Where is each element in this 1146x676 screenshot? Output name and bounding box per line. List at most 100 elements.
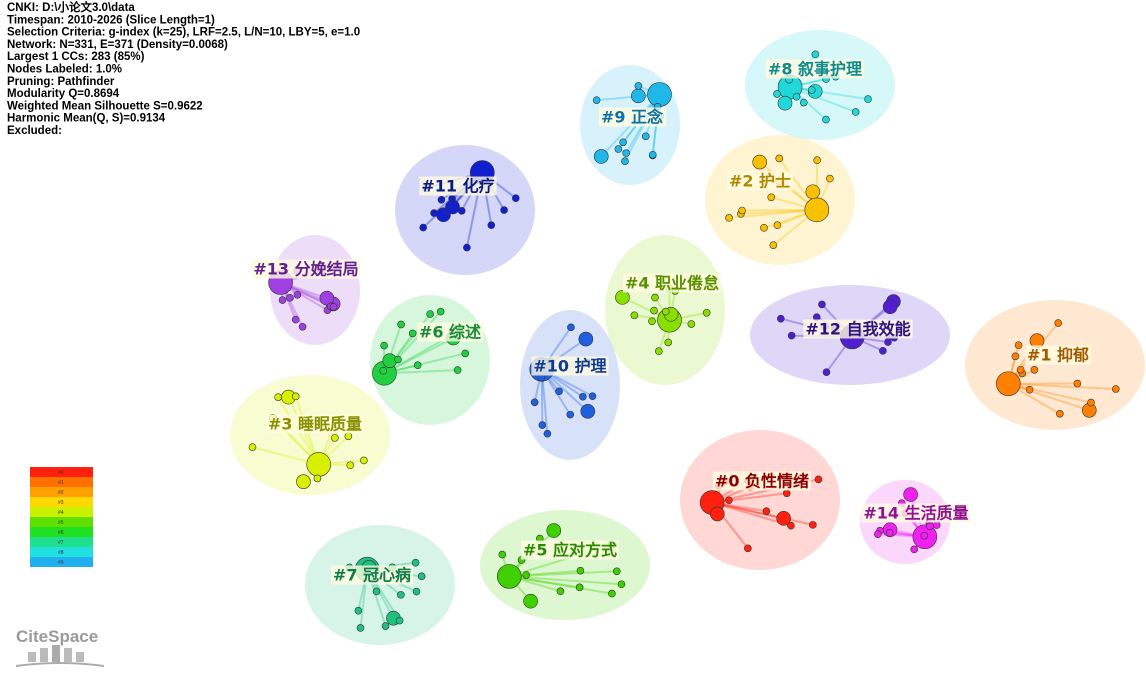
node <box>647 82 672 107</box>
cluster-area <box>230 375 390 495</box>
node <box>543 429 552 438</box>
node <box>926 522 934 531</box>
legend-swatch <box>30 507 93 517</box>
logo-bar <box>40 648 48 662</box>
node <box>306 452 332 477</box>
node <box>885 528 894 537</box>
node <box>1087 398 1095 407</box>
node <box>762 507 771 516</box>
legend-swatch <box>30 547 93 557</box>
label-bg <box>861 503 971 523</box>
node <box>769 241 778 249</box>
node <box>650 306 658 315</box>
info-line: Selection Criteria: g-index (k=25), LRF=… <box>7 27 360 39</box>
cluster-label: #14 生活质量 <box>863 504 968 523</box>
logo-bar <box>64 648 72 662</box>
node <box>530 398 539 407</box>
node <box>725 214 733 222</box>
node <box>248 443 257 451</box>
node <box>457 207 466 215</box>
link <box>383 337 454 375</box>
node <box>822 115 830 124</box>
node <box>579 392 587 401</box>
info-line: Harmonic Mean(Q, S)=0.9134 <box>7 113 166 125</box>
node <box>614 145 623 153</box>
label-bg <box>531 356 609 376</box>
node <box>630 311 639 320</box>
label-bg <box>726 171 794 191</box>
node <box>744 544 752 553</box>
info-line: Modularity Q=0.8694 <box>7 88 120 100</box>
node <box>354 606 363 615</box>
node <box>412 587 421 596</box>
logo-bar <box>76 652 84 662</box>
node <box>344 432 353 441</box>
logo: CiteSpace <box>15 627 105 667</box>
node <box>278 296 287 304</box>
cluster-label: #3 睡眠质量 <box>268 415 362 434</box>
cluster-label: #12 自我效能 <box>805 320 910 339</box>
label-bg <box>265 414 365 434</box>
legend-swatch <box>30 477 93 487</box>
link <box>624 94 661 162</box>
node <box>286 294 294 302</box>
node <box>725 496 733 505</box>
cluster-label: #9 正念 <box>601 108 664 127</box>
label-bg <box>765 59 865 79</box>
node <box>578 331 594 347</box>
label-bg <box>520 540 620 560</box>
cluster-label: #6 综述 <box>419 323 481 342</box>
node <box>809 521 817 529</box>
cluster-label: #1 抑郁 <box>1027 346 1089 365</box>
legend-swatch <box>30 497 93 507</box>
node <box>1016 365 1025 374</box>
cluster-label: #11 化疗 <box>421 177 494 196</box>
node <box>822 368 831 376</box>
node <box>773 221 782 230</box>
node <box>463 243 471 252</box>
logo-bar <box>52 645 60 662</box>
info-line: Nodes Labeled: 1.0% <box>7 64 122 76</box>
node <box>882 299 898 315</box>
node <box>814 475 823 484</box>
cluster-label: #0 负性情绪 <box>715 472 809 491</box>
legend: #0 #1 #2 #3 #4 #5 #6 #7 #8 #9 <box>30 467 93 567</box>
node <box>546 523 562 538</box>
node <box>567 323 575 332</box>
node <box>380 341 388 350</box>
node <box>556 587 565 596</box>
node <box>453 366 462 374</box>
node <box>274 393 282 401</box>
node <box>448 195 456 203</box>
legend-label: #0 <box>58 470 64 476</box>
link <box>1008 382 1116 391</box>
cluster-area <box>745 30 895 140</box>
node <box>426 310 434 318</box>
node <box>411 558 420 567</box>
node <box>538 421 547 429</box>
node <box>648 150 657 159</box>
node <box>811 50 820 59</box>
node <box>767 193 776 202</box>
node <box>313 474 322 483</box>
node <box>1025 385 1034 394</box>
legend-label: #2 <box>58 490 64 496</box>
node <box>1054 319 1063 327</box>
node <box>874 530 882 538</box>
node <box>496 564 522 589</box>
legend-swatch <box>30 467 93 477</box>
cluster-area <box>305 525 455 645</box>
node <box>523 593 538 609</box>
label-bg <box>251 259 361 279</box>
node <box>782 489 791 498</box>
node <box>293 291 302 299</box>
node <box>346 461 355 470</box>
legend-swatch <box>30 557 93 567</box>
link <box>711 501 814 526</box>
label-bg <box>622 273 722 293</box>
node <box>920 531 929 540</box>
node <box>775 154 784 163</box>
node <box>487 221 496 229</box>
node <box>651 293 659 302</box>
cluster-areas <box>230 30 1145 645</box>
